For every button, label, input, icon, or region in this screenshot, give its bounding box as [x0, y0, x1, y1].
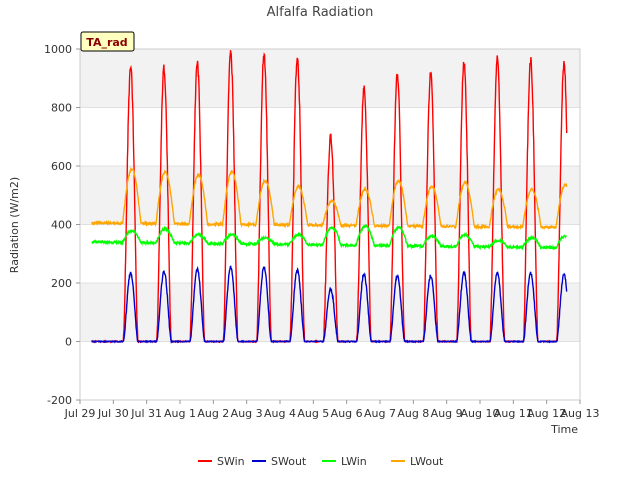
y-tick-label: 0 [65, 336, 72, 349]
y-axis-label: Radiation (W/m2) [8, 177, 21, 273]
y-tick-label: 200 [51, 277, 72, 290]
x-tick-label: Aug 3 [231, 407, 263, 420]
x-tick-label: Aug 13 [561, 407, 600, 420]
y-tick-label: 400 [51, 219, 72, 232]
x-tick-label: Aug 6 [331, 407, 363, 420]
x-tick-label: Aug 9 [431, 407, 463, 420]
ta-rad-badge: TA_rad [80, 31, 135, 52]
x-tick-label: Jul 30 [97, 407, 129, 420]
legend-label-lwin: LWin [341, 455, 367, 468]
x-tick-label: Aug 11 [494, 407, 533, 420]
series-lines [91, 50, 568, 344]
legend-label-swin: SWin [217, 455, 245, 468]
x-axis: Jul 29 Jul 30 Jul 31 Aug 1 Aug 2 Aug 3 Aug 4 Au… [64, 400, 600, 420]
y-tick-label: 1000 [44, 43, 72, 56]
x-tick-label: Aug 4 [264, 407, 296, 420]
ta-rad-label: TA_rad [86, 36, 127, 49]
legend-label-lwout: LWout [410, 455, 444, 468]
grid-band [80, 341, 580, 400]
x-tick-label: Aug 5 [297, 407, 329, 420]
x-tick-label: Aug 7 [364, 407, 396, 420]
legend: SWin SWout LWin LWout [198, 455, 444, 468]
series-line-lwin [91, 223, 567, 251]
x-tick-label: Aug 10 [461, 407, 500, 420]
grid-band [80, 166, 580, 225]
grid-band [80, 224, 580, 283]
y-tick-label: -200 [47, 394, 72, 407]
legend-label-swout: SWout [271, 455, 307, 468]
x-axis-label: Time [550, 423, 578, 436]
x-tick-label: Aug 12 [527, 407, 566, 420]
chart-title: Alfalfa Radiation [267, 5, 374, 20]
x-tick-label: Aug 1 [164, 407, 196, 420]
grid-band [80, 49, 580, 108]
series-line-lwout [91, 166, 568, 231]
y-axis: -200 0 200 400 600 800 1000 [44, 43, 80, 407]
series-line-swout [91, 265, 568, 344]
y-tick-label: 600 [51, 160, 72, 173]
x-tick-label: Jul 31 [130, 407, 162, 420]
x-tick-label: Aug 2 [197, 407, 229, 420]
x-tick-label: Jul 29 [64, 407, 96, 420]
x-tick-label: Aug 8 [397, 407, 429, 420]
y-tick-label: 800 [51, 102, 72, 115]
